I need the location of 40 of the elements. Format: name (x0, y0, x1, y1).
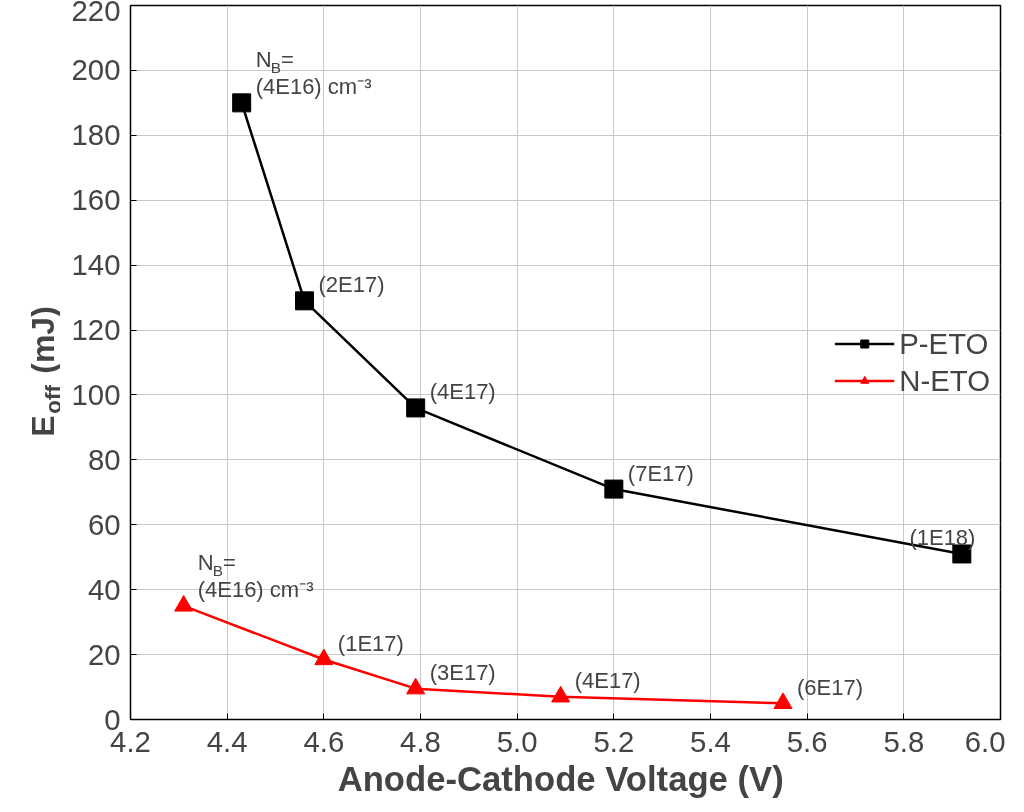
annotation: (4E17) (429, 379, 496, 405)
y-tick-label: 180 (71, 118, 121, 152)
y-tick-label: 100 (71, 377, 121, 411)
annotation: (1E18) (909, 525, 976, 551)
legend-label: P-ETO (899, 326, 989, 361)
x-tick-label: 5.0 (496, 724, 538, 758)
annotation: (4E17) (574, 668, 641, 694)
annotation: (1E17) (337, 630, 404, 656)
y-tick-label: 220 (71, 0, 121, 27)
x-tick-label: 5.6 (786, 724, 828, 758)
legend-label: N-ETO (899, 363, 990, 398)
x-tick-label: 4.4 (206, 724, 248, 758)
x-tick-label: 6.0 (964, 724, 1006, 758)
point (604, 479, 624, 499)
x-tick-label: 4.6 (303, 724, 345, 758)
point (314, 648, 334, 666)
y-tick-label: 40 (87, 572, 121, 606)
x-tick-label: 4.8 (400, 724, 441, 758)
y-tick-label: 80 (87, 442, 121, 476)
point (406, 398, 426, 418)
x-axis-title: Anode-Cathode Voltage (V) (337, 759, 784, 798)
y-tick-label: 160 (71, 183, 121, 217)
y-tick-label: 140 (71, 248, 121, 282)
annotation: (2E17) (318, 272, 385, 298)
x-tick-label: 5.8 (883, 724, 925, 758)
y-tick-label: 60 (87, 507, 121, 541)
point (174, 595, 194, 612)
point (551, 685, 571, 703)
annotation: (3E17) (429, 660, 496, 686)
annotation: (6E17) (797, 674, 864, 700)
point (295, 291, 314, 311)
y-tick-label: 200 (71, 53, 121, 87)
x-tick-label: 5.2 (593, 724, 635, 758)
point (232, 93, 252, 113)
y-tick-label: 20 (87, 637, 121, 671)
y-tick-label: 120 (71, 313, 121, 347)
x-tick-label: 5.4 (690, 724, 731, 758)
annotation: (7E17) (627, 460, 694, 486)
point (406, 677, 426, 695)
point (773, 692, 793, 709)
